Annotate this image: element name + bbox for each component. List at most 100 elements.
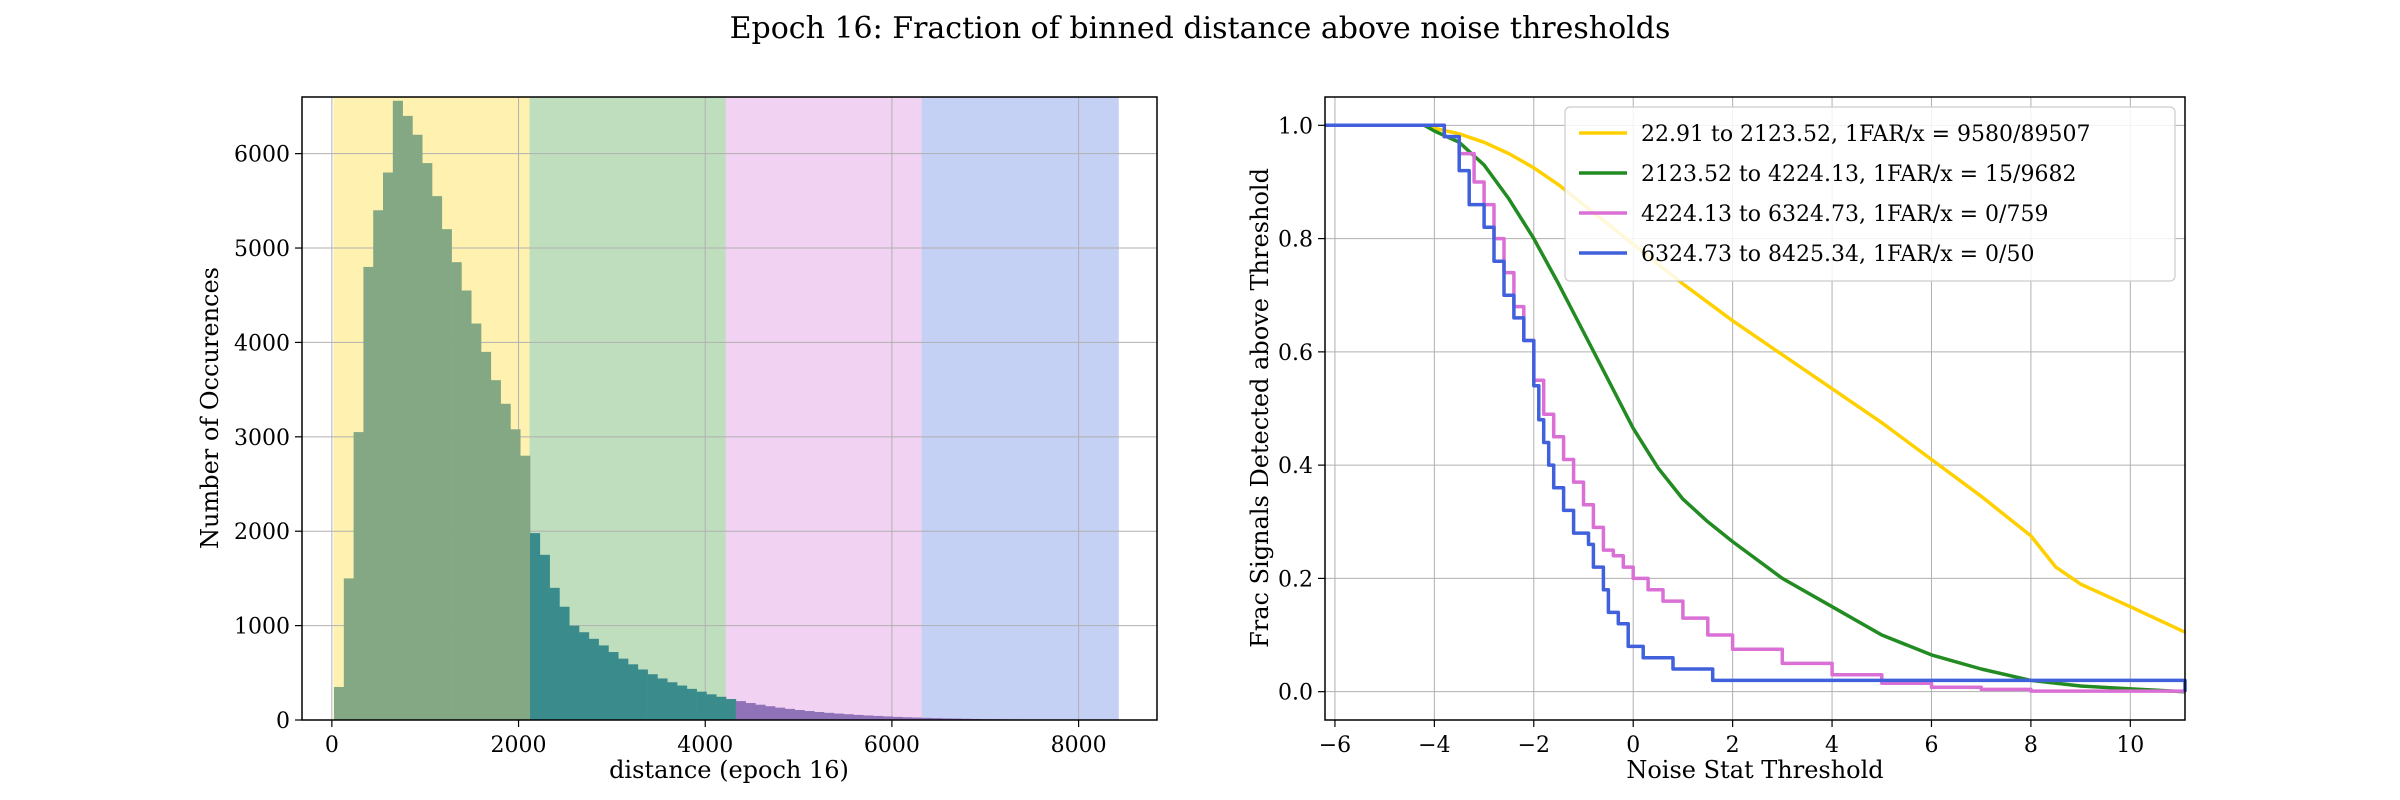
histogram-y-tick-label: 3000 — [234, 426, 290, 451]
legend-entry-label: 22.91 to 2123.52, 1FAR/x = 9580/89507 — [1641, 122, 2090, 147]
histogram-bar — [755, 704, 766, 720]
histogram-bar — [461, 290, 472, 720]
histogram-bar — [520, 455, 531, 720]
histogram-bar — [637, 669, 648, 720]
histogram-bar — [882, 716, 893, 720]
histogram-bar — [373, 210, 384, 721]
threshold-x-tick-label: 8 — [2024, 733, 2038, 758]
histogram-bar — [588, 638, 599, 720]
histogram-bar — [569, 625, 580, 720]
histogram-bar — [735, 701, 746, 720]
histogram-y-tick-label: 2000 — [234, 520, 290, 545]
histogram-bar — [334, 686, 345, 720]
histogram-bar — [745, 703, 756, 720]
threshold-frame — [1324, 96, 2186, 721]
histogram-bar — [500, 403, 511, 720]
threshold-x-tick-label: 2 — [1726, 733, 1740, 758]
histogram-x-tick-label: 6000 — [864, 733, 920, 758]
series-line-3 — [1325, 123, 2187, 693]
histogram-bar — [628, 664, 639, 720]
series-line-2 — [1325, 123, 2186, 694]
threshold-x-tick-label: −6 — [1319, 733, 1351, 758]
histogram-bars — [334, 100, 1021, 721]
threshold-x-tick-label: −2 — [1518, 733, 1550, 758]
threshold-x-tick-label: 4 — [1825, 733, 1839, 758]
threshold-y-axis-label: Frac Signals Detected above Threshold — [1246, 168, 1274, 648]
histogram-bar — [412, 134, 423, 720]
histogram-bar — [765, 706, 776, 720]
histogram-bar — [579, 632, 590, 720]
threshold-y-tick-label: 0.8 — [1278, 228, 1313, 253]
histogram-bar — [833, 713, 844, 720]
legend-entry-label: 6324.73 to 8425.34, 1FAR/x = 0/50 — [1641, 242, 2034, 267]
figure-title: Epoch 16: Fraction of binned distance ab… — [730, 11, 1671, 46]
histogram-bar — [481, 351, 492, 720]
distance-band-4 — [921, 96, 1119, 721]
histogram-x-tick-label: 2000 — [491, 733, 547, 758]
distance-band-3 — [725, 96, 923, 721]
histogram-y-ticks: 0 1000 2000 3000 4000 5000 6000 — [234, 143, 302, 734]
histogram-bar — [922, 717, 933, 720]
histogram-bar — [383, 172, 394, 721]
threshold-y-tick-label: 0.6 — [1278, 341, 1313, 366]
histogram-bar — [892, 716, 903, 720]
histogram-bar — [912, 717, 923, 720]
histogram-bar — [677, 685, 688, 720]
histogram-x-ticks: 0 2000 4000 6000 8000 — [325, 720, 1107, 758]
histogram-x-tick-label: 0 — [325, 733, 339, 758]
histogram-y-tick-label: 1000 — [234, 615, 290, 640]
histogram-bar — [598, 645, 609, 720]
histogram-bar — [686, 688, 697, 720]
histogram-bar — [490, 380, 501, 720]
threshold-y-ticks: 0.0 0.2 0.4 0.6 0.8 1.0 — [1278, 114, 1325, 706]
threshold-y-tick-label: 0.0 — [1278, 681, 1313, 706]
histogram-y-axis-label: Number of Occurences — [196, 267, 224, 549]
histogram-bar — [902, 717, 913, 720]
histogram-bar — [432, 196, 443, 720]
histogram-bar — [667, 682, 678, 720]
histogram-bar — [353, 432, 364, 720]
series-line-4 — [1325, 123, 2187, 692]
threshold-x-ticks: −6 −4 −2 0 2 4 6 8 10 — [1319, 720, 2144, 758]
histogram-bar — [941, 718, 952, 720]
histogram-x-tick-label: 8000 — [1051, 733, 1107, 758]
histogram-bar — [343, 578, 354, 720]
legend-entry-label: 2123.52 to 4224.13, 1FAR/x = 15/9682 — [1641, 162, 2076, 187]
histogram-bar — [716, 696, 727, 720]
histogram-bar — [618, 658, 629, 720]
histogram-bar — [510, 429, 521, 720]
histogram-bar — [422, 163, 433, 721]
histogram-bar — [873, 715, 884, 720]
histogram-bar — [804, 711, 815, 720]
threshold-y-tick-label: 0.4 — [1278, 454, 1313, 479]
threshold-x-tick-label: −4 — [1418, 733, 1450, 758]
histogram-y-tick-label: 4000 — [234, 331, 290, 356]
histogram-bar — [824, 712, 835, 720]
histogram-bar — [784, 708, 795, 720]
histogram-bar — [392, 100, 403, 720]
histogram-bar — [559, 606, 570, 720]
histogram-bar — [539, 554, 550, 720]
histogram-bar — [794, 709, 805, 720]
histogram-bar — [549, 587, 560, 720]
histogram-bar — [451, 262, 462, 720]
legend-box — [1564, 106, 2176, 282]
histogram-bar — [843, 714, 854, 720]
threshold-lines — [1325, 123, 2187, 694]
threshold-y-tick-label: 0.2 — [1278, 567, 1313, 592]
legend-entry-label: 4224.13 to 6324.73, 1FAR/x = 0/759 — [1641, 202, 2048, 227]
histogram-panel: 0 2000 4000 6000 8000 0 1000 2000 3000 4000 5000 6… — [196, 96, 1158, 784]
threshold-x-tick-label: 10 — [2116, 733, 2144, 758]
histogram-x-tick-label: 4000 — [677, 733, 733, 758]
histogram-bar — [863, 715, 874, 720]
histogram-bar — [706, 694, 717, 720]
histogram-bar — [471, 323, 482, 720]
histogram-bar — [853, 714, 864, 720]
histogram-y-tick-label: 0 — [276, 709, 290, 734]
threshold-x-axis-label: Noise Stat Threshold — [1626, 756, 1883, 784]
threshold-x-tick-label: 6 — [1924, 733, 1938, 758]
threshold-panel: −6 −4 −2 0 2 4 6 8 10 0.0 0.2 0.4 0.6 0.8 1.0 Noise S… — [1246, 96, 2187, 784]
histogram-bar — [402, 115, 413, 720]
threshold-y-tick-label: 1.0 — [1278, 114, 1313, 139]
histogram-bar — [726, 699, 737, 720]
